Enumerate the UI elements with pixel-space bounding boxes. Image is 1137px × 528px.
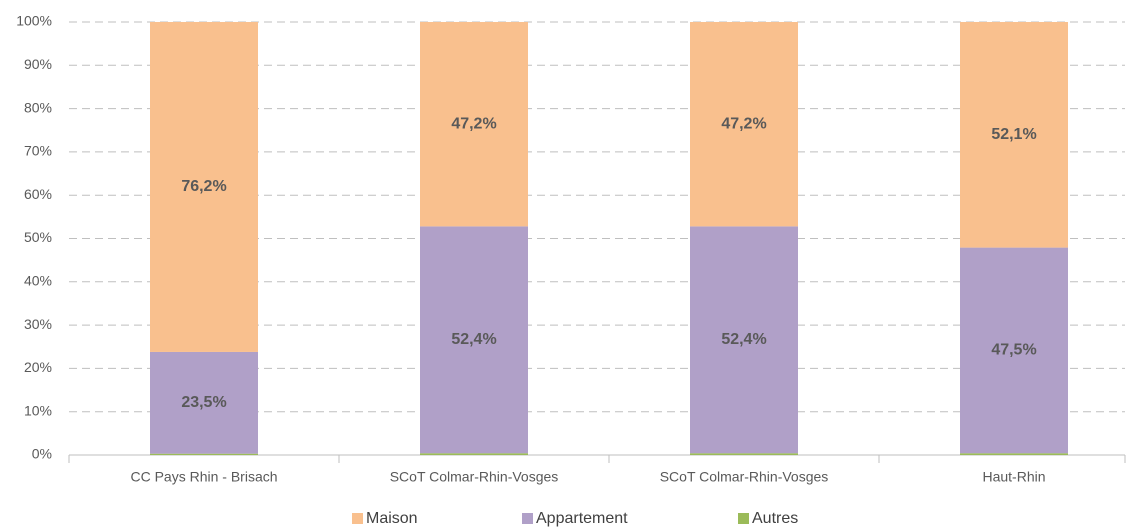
data-label: 76,2% xyxy=(181,178,226,195)
y-tick-label: 40% xyxy=(24,273,52,289)
bar-segment xyxy=(690,22,798,227)
legend-swatch xyxy=(738,513,749,524)
bar-segment xyxy=(960,247,1068,454)
bar-segment xyxy=(150,22,258,352)
y-tick-label: 70% xyxy=(24,143,52,159)
legend-label: Appartement xyxy=(536,510,628,527)
legend-swatch xyxy=(522,513,533,524)
bar-segment xyxy=(420,226,528,454)
x-tick-label: Haut-Rhin xyxy=(982,469,1045,485)
y-tick-label: 100% xyxy=(16,13,52,29)
x-tick-label: SCoT Colmar-Rhin-Vosges xyxy=(660,469,829,485)
bar-segment xyxy=(960,22,1068,248)
y-tick-label: 60% xyxy=(24,186,52,202)
x-tick-label: CC Pays Rhin - Brisach xyxy=(130,469,277,485)
data-label: 23,5% xyxy=(181,394,226,411)
data-label: 47,2% xyxy=(451,115,496,132)
data-label: 52,4% xyxy=(451,331,496,348)
bar-segment xyxy=(150,351,258,454)
bar-segment xyxy=(420,22,528,227)
bar-segment xyxy=(960,453,1068,455)
y-tick-label: 80% xyxy=(24,99,52,115)
x-tick-label: SCoT Colmar-Rhin-Vosges xyxy=(390,469,559,485)
legend-swatch xyxy=(352,513,363,524)
legend-label: Autres xyxy=(752,510,798,527)
y-tick-label: 0% xyxy=(32,446,52,462)
y-tick-label: 30% xyxy=(24,316,52,332)
y-tick-label: 10% xyxy=(24,402,52,418)
legend-label: Maison xyxy=(366,510,418,527)
y-tick-label: 90% xyxy=(24,56,52,72)
y-tick-label: 50% xyxy=(24,229,52,245)
data-label: 52,4% xyxy=(721,331,766,348)
bar-segment xyxy=(690,453,798,455)
bar-segment xyxy=(690,226,798,454)
y-tick-label: 20% xyxy=(24,359,52,375)
data-label: 47,5% xyxy=(991,342,1036,359)
data-label: 52,1% xyxy=(991,126,1036,143)
data-label: 47,2% xyxy=(721,115,766,132)
bar-segment xyxy=(420,453,528,455)
bar-segment xyxy=(150,453,258,455)
